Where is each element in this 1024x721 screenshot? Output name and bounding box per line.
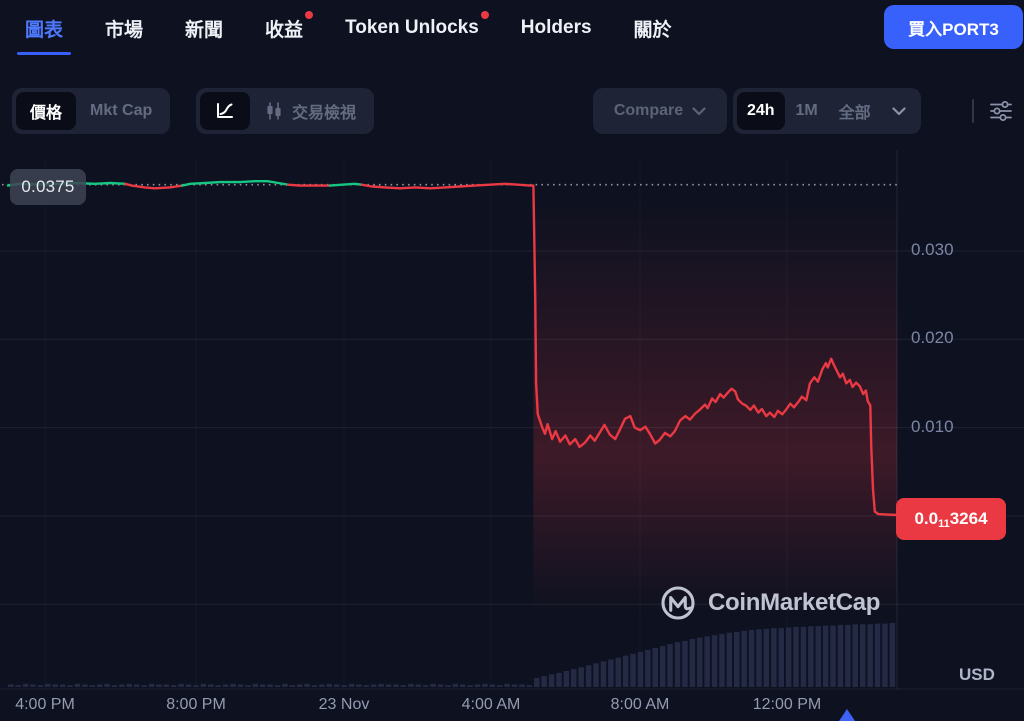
y-axis-label: 0.030 — [911, 240, 954, 259]
previous-close-badge: 0.0375 — [10, 169, 86, 205]
chart-settings-button[interactable] — [985, 97, 1017, 125]
toolbar-divider — [972, 99, 974, 123]
x-axis-label: 8:00 PM — [166, 696, 226, 713]
line-chart-icon — [217, 103, 233, 118]
tab-chart[interactable]: 圖表 — [16, 0, 72, 56]
y-axis-label: 0.020 — [911, 328, 954, 347]
price-toggle-button[interactable]: 價格 — [16, 92, 77, 130]
range-24h-button[interactable]: 24h — [737, 92, 785, 130]
tab-markets[interactable]: 市場 — [105, 19, 144, 41]
trading-view-button[interactable]: 交易檢視 — [250, 92, 370, 130]
candlestick-icon — [267, 102, 281, 120]
tab-token-unlocks[interactable]: Token Unlocks — [345, 0, 489, 56]
tab-about[interactable]: 關於 — [633, 19, 672, 41]
more-ranges-button[interactable] — [881, 106, 917, 116]
chevron-down-icon — [891, 106, 906, 115]
time-range-selector: 24h 1M 全部 — [733, 88, 921, 134]
subscript-zero-count: 11 — [938, 518, 950, 530]
current-price-badge: 0.0 11 3264 — [896, 498, 1006, 540]
x-axis-label: 4:00 AM — [461, 696, 521, 713]
chevron-down-icon — [692, 106, 706, 115]
tab-yield[interactable]: 收益 — [265, 0, 314, 56]
tab-bar: 圖表 市場 新聞 收益 Token Unlocks Holders 關於 — [0, 0, 1024, 56]
watermark-text: CoinMarketCap — [708, 589, 881, 616]
range-1m-button[interactable]: 1M — [795, 102, 818, 119]
notification-dot — [480, 11, 489, 19]
coinmarketcap-logo-icon — [661, 586, 695, 620]
notification-dot — [305, 11, 314, 19]
current-time-marker — [839, 709, 855, 721]
mktcap-toggle-button[interactable]: Mkt Cap — [90, 102, 153, 119]
buy-port3-button[interactable]: 買入PORT3 — [884, 5, 1023, 49]
x-axis-label: 12:00 PM — [752, 696, 822, 713]
currency-label: USD — [959, 665, 995, 684]
line-chart-button[interactable] — [200, 92, 250, 130]
y-axis-label: 0.010 — [911, 417, 954, 436]
chart-type-toggle: 交易檢視 — [196, 88, 375, 134]
range-all-button[interactable]: 全部 — [838, 105, 871, 122]
price-mktcap-toggle: 價格 Mkt Cap — [12, 88, 171, 134]
x-axis-label: 8:00 AM — [610, 696, 670, 713]
sliders-icon — [990, 101, 1012, 121]
tab-holders[interactable]: Holders — [520, 17, 592, 38]
coinmarketcap-watermark: CoinMarketCap — [658, 583, 880, 623]
x-axis-label: 4:00 PM — [15, 696, 75, 713]
tab-news[interactable]: 新聞 — [185, 19, 224, 41]
compare-button[interactable]: Compare — [593, 88, 727, 134]
x-axis-label: 23 Nov — [318, 696, 370, 713]
